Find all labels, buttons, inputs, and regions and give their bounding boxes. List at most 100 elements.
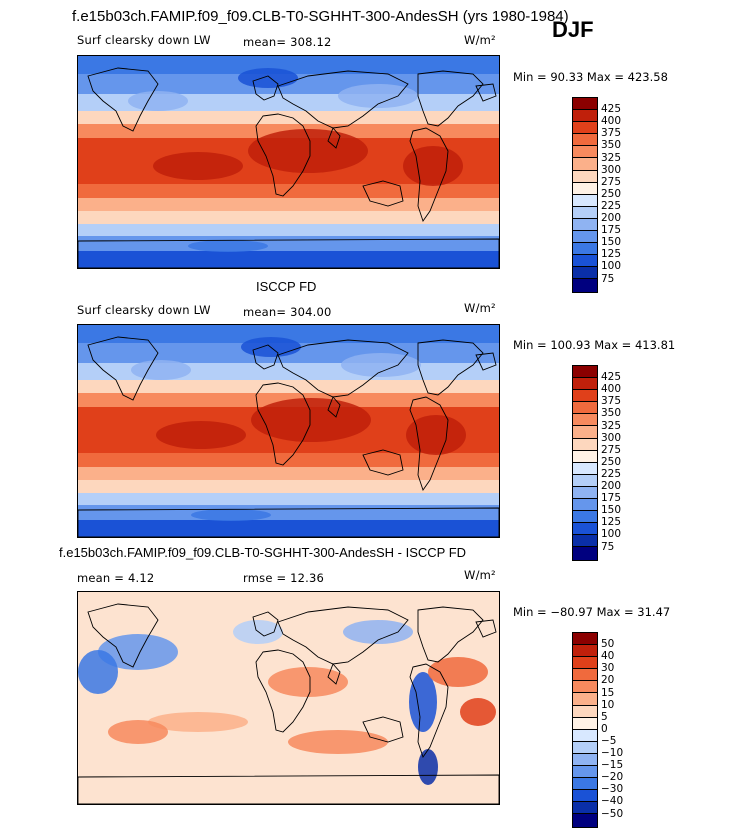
colorbar-segment [573, 717, 597, 730]
colorbar-tick-label: −15 [601, 759, 624, 772]
colorbar-segment [573, 206, 597, 219]
colorbar-segment [573, 462, 597, 475]
colorbar-segment [573, 378, 597, 391]
colorbar-tick-label: 400 [601, 383, 622, 396]
colorbar-segment [573, 547, 597, 560]
colorbar-segment [573, 438, 597, 451]
colorbar-tick-label: 425 [601, 103, 622, 116]
panel2-minmax: Min = 100.93 Max = 413.81 [513, 338, 676, 352]
colorbar-tick-label: 100 [601, 528, 622, 541]
colorbar-tick-label: 225 [601, 467, 622, 480]
colorbar-tick-label: 125 [601, 516, 622, 529]
colorbar-segment [573, 182, 597, 195]
colorbar-tick-label: 5 [601, 710, 608, 723]
colorbar-segment [573, 753, 597, 767]
colorbar-segment [573, 110, 597, 123]
panel1-colorbar [572, 97, 598, 293]
colorbar-tick-label: −50 [601, 807, 624, 820]
colorbar-segment [573, 267, 597, 280]
colorbar-tick-label: 250 [601, 455, 622, 468]
colorbar-segment [573, 814, 597, 827]
colorbar-tick-label: 400 [601, 115, 622, 128]
colorbar-segment [573, 390, 597, 403]
colorbar-tick-label: 150 [601, 236, 622, 249]
panel1-mean: mean= 308.12 [243, 35, 332, 49]
colorbar-tick-label: 300 [601, 431, 622, 444]
colorbar-tick-label: 15 [601, 686, 615, 699]
colorbar-tick-label: 100 [601, 260, 622, 273]
colorbar-segment [573, 766, 597, 779]
colorbar-tick-label: −20 [601, 771, 624, 784]
colorbar-segment [573, 681, 597, 694]
colorbar-segment [573, 693, 597, 706]
colorbar-segment [573, 705, 597, 718]
panel3-units: W/m² [464, 568, 496, 582]
colorbar-tick-label: 40 [601, 650, 615, 663]
colorbar-segment [573, 657, 597, 670]
colorbar-tick-label: −30 [601, 783, 624, 796]
colorbar-segment [573, 146, 597, 159]
colorbar-segment [573, 450, 597, 463]
colorbar-segment [573, 218, 597, 232]
colorbar-segment [573, 790, 597, 803]
colorbar-segment [573, 170, 597, 183]
colorbar-segment [573, 158, 597, 171]
panel3-minmax: Min = −80.97 Max = 31.47 [513, 605, 671, 619]
panel1-minmax: Min = 90.33 Max = 423.58 [513, 70, 668, 84]
colorbar-tick-label: 375 [601, 127, 622, 140]
colorbar-tick-label: 325 [601, 151, 622, 164]
colorbar-segment [573, 511, 597, 524]
colorbar-tick-label: 200 [601, 212, 622, 224]
colorbar-tick-label: 350 [601, 407, 622, 420]
colorbar-segment [573, 426, 597, 439]
colorbar-tick-label: 200 [601, 480, 622, 492]
colorbar-tick-label: 75 [601, 540, 615, 553]
colorbar-segment [573, 741, 597, 754]
colorbar-segment [573, 243, 597, 256]
panel2-units: W/m² [464, 301, 496, 315]
colorbar-tick-label: 150 [601, 504, 622, 517]
colorbar-segment [573, 499, 597, 512]
colorbar-segment [573, 486, 597, 500]
colorbar-segment [573, 523, 597, 536]
colorbar-tick-label: 10 [601, 698, 615, 711]
colorbar-segment [573, 122, 597, 135]
panel3-rmse: rmse = 12.36 [243, 571, 325, 585]
colorbar-segment [573, 778, 597, 791]
panel3-map [77, 591, 500, 805]
colorbar-tick-label: 20 [601, 674, 615, 687]
season-label: DJF [552, 17, 594, 42]
colorbar-tick-label: 250 [601, 187, 622, 200]
colorbar-tick-label: 325 [601, 419, 622, 432]
colorbar-segment [573, 366, 597, 379]
colorbar-tick-label: 175 [601, 224, 622, 237]
colorbar-tick-label: 425 [601, 371, 622, 384]
figure-title: f.e15b03ch.FAMIP.f09_f09.CLB-T0-SGHHT-30… [72, 8, 569, 25]
panel2-variable: Surf clearsky down LW [77, 303, 211, 317]
colorbar-segment [573, 98, 597, 111]
panel1-map [77, 55, 500, 269]
colorbar-segment [573, 194, 597, 207]
colorbar-segment [573, 134, 597, 147]
colorbar-tick-label: 175 [601, 492, 622, 505]
panel1-units: W/m² [464, 33, 496, 47]
colorbar-tick-label: 275 [601, 443, 622, 456]
colorbar-segment [573, 633, 597, 646]
panel2-colorbar [572, 365, 598, 561]
colorbar-tick-label: −5 [601, 734, 617, 747]
colorbar-tick-label: 275 [601, 175, 622, 188]
colorbar-tick-label: 75 [601, 272, 615, 285]
colorbar-tick-label: 225 [601, 199, 622, 212]
colorbar-segment [573, 231, 597, 244]
panel3-mean: mean = 4.12 [77, 571, 155, 585]
panel2-map [77, 324, 500, 538]
colorbar-tick-label: 125 [601, 248, 622, 261]
panel1-variable: Surf clearsky down LW [77, 33, 211, 47]
colorbar-tick-label: 50 [601, 638, 615, 651]
colorbar-tick-label: 375 [601, 395, 622, 408]
colorbar-segment [573, 402, 597, 415]
colorbar-tick-label: −40 [601, 795, 624, 808]
colorbar-tick-label: 350 [601, 139, 622, 152]
colorbar-segment [573, 535, 597, 548]
colorbar-segment [573, 802, 597, 815]
